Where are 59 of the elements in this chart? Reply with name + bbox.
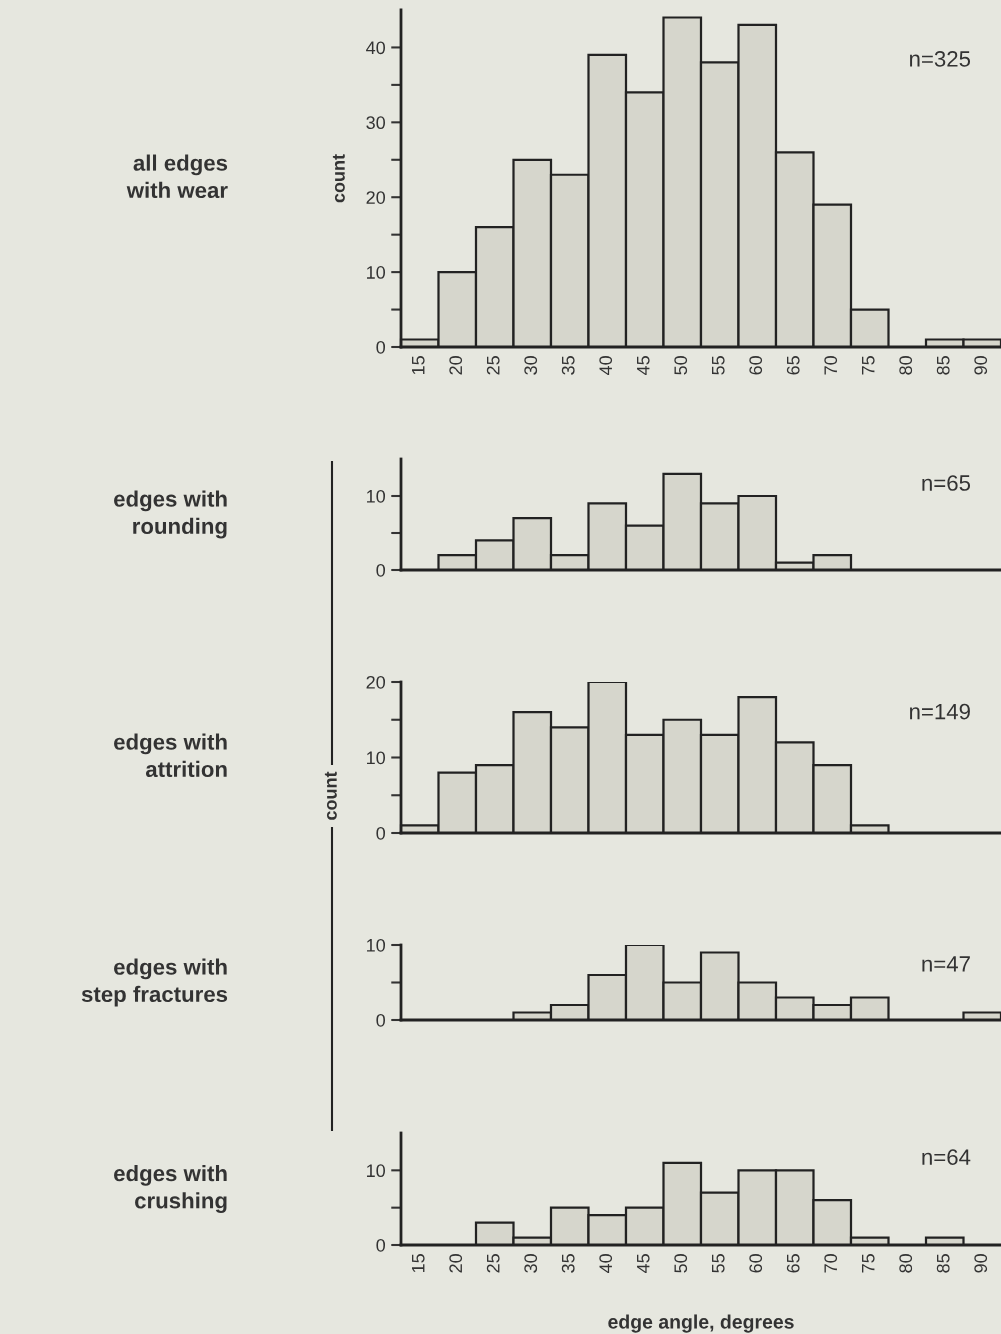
x-tick-label: 75: [862, 356, 875, 375]
x-tick-label: 70: [824, 356, 838, 375]
y-axis-title: count: [324, 771, 337, 820]
text: edges with attrition: [114, 733, 227, 778]
text: edges with step fractures: [81, 958, 228, 1007]
annotation: n=65: [922, 475, 971, 491]
x-tick-label: 45: [637, 356, 650, 375]
x-tick-label: 20: [449, 1254, 463, 1273]
y-tick-label: 40: [366, 41, 386, 55]
y-tick-label: 10: [367, 1164, 386, 1178]
x-tick-label: 30: [524, 356, 538, 375]
y-tick-label: 0: [376, 340, 386, 354]
x-tick-label: 60: [749, 356, 763, 375]
y-tick-label: 0: [376, 1013, 386, 1027]
x-tick-label: 50: [674, 1254, 688, 1273]
x-axis-title: edge angle, degrees: [608, 1314, 794, 1333]
x-tick-label: 80: [899, 1254, 913, 1273]
x-tick-label: 25: [486, 356, 500, 375]
x-tick-label: 30: [524, 1254, 538, 1273]
annotation: n=64: [922, 1149, 971, 1165]
x-tick-label: 35: [561, 356, 575, 375]
annotation: n=325: [910, 51, 971, 67]
x-tick-label: 80: [899, 356, 913, 375]
x-tick-label: 15: [412, 356, 425, 375]
text: edges with rounding: [114, 490, 227, 539]
x-tick-label: 70: [824, 1254, 838, 1273]
y-tick-label: 10: [367, 489, 386, 503]
x-tick-label: 85: [936, 1254, 950, 1273]
y-tick-label: 10: [367, 266, 386, 279]
x-tick-label: 60: [749, 1254, 763, 1273]
annotation: n=47: [922, 956, 970, 972]
x-tick-label: 40: [599, 356, 613, 375]
y-tick-label: 0: [376, 1238, 386, 1252]
y-tick-label: 0: [376, 826, 386, 840]
x-tick-label: 65: [786, 1254, 800, 1273]
x-tick-label: 20: [449, 356, 463, 375]
text: edges with crushing: [114, 1164, 227, 1214]
x-tick-label: 25: [486, 1254, 500, 1273]
x-tick-label: 65: [786, 356, 800, 375]
y-tick-label: 10: [367, 751, 386, 765]
annotation: n=149: [910, 703, 970, 720]
y-axis-title: count: [332, 154, 345, 203]
y-tick-label: 20: [366, 191, 386, 204]
x-tick-label: 45: [637, 1254, 650, 1273]
x-tick-label: 90: [974, 1254, 988, 1273]
y-tick-label: 10: [367, 938, 386, 952]
x-tick-label: 90: [974, 356, 988, 375]
text: all edges with wear: [126, 154, 228, 199]
x-tick-label: 50: [674, 356, 688, 375]
x-tick-label: 75: [862, 1254, 875, 1273]
x-tick-label: 55: [712, 1254, 725, 1273]
x-tick-label: 85: [936, 356, 950, 375]
x-tick-label: 35: [561, 1254, 575, 1273]
x-tick-label: 15: [412, 1254, 425, 1273]
x-tick-label: 40: [599, 1254, 613, 1273]
y-tick-label: 30: [366, 116, 386, 130]
y-tick-label: 0: [376, 563, 386, 577]
x-tick-label: 55: [712, 356, 725, 375]
y-tick-label: 20: [366, 675, 386, 689]
